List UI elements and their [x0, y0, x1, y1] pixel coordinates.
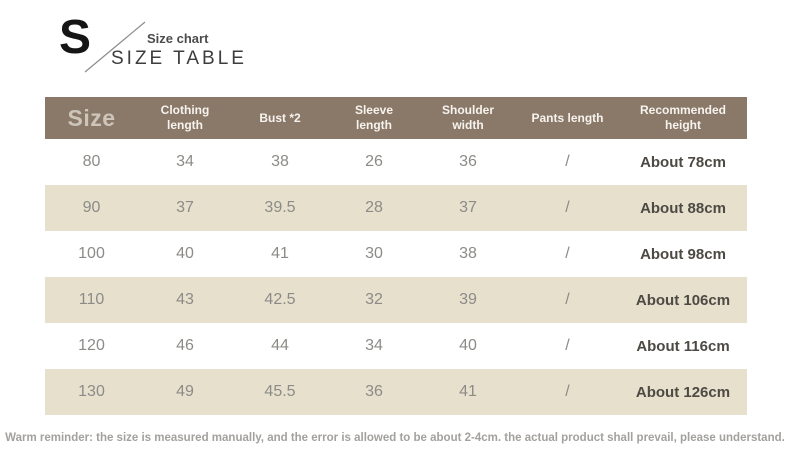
table-cell-sleeve-length: 28: [365, 199, 383, 216]
brand-letter: S: [59, 11, 92, 64]
table-cell-bust: 38: [271, 153, 289, 170]
table-cell-sleeve-length: 30: [365, 245, 383, 262]
column-header-pants-length: Pants length: [531, 110, 604, 125]
table-cell-recommended-height: About 126cm: [635, 383, 731, 401]
table-cell-recommended-height: About 98cm: [640, 245, 726, 263]
column-header-sleeve-length: Sleeve length: [354, 103, 394, 132]
slash-divider-icon: [84, 21, 146, 73]
column-header-recommended-height: Recommended height: [639, 103, 727, 132]
table-row: 130 49 45.5 36 41 / About 126cm: [45, 369, 747, 415]
table-row: 100 40 41 30 38 / About 98cm: [45, 231, 747, 277]
table-cell-size: 80: [82, 153, 101, 170]
table-cell-pants-length: /: [565, 153, 570, 170]
table-cell-shoulder-width: 39: [459, 291, 477, 308]
table-cell-recommended-height: About 88cm: [640, 199, 726, 217]
table-cell-bust: 41: [271, 245, 289, 262]
table-cell-sleeve-length: 36: [365, 383, 383, 400]
table-cell-bust: 45.5: [264, 383, 296, 400]
table-cell-size: 130: [78, 383, 105, 400]
table-cell-clothing-length: 49: [176, 383, 194, 400]
table-cell-shoulder-width: 36: [459, 153, 477, 170]
size-chart-subtitle: Size chart: [147, 31, 209, 46]
table-row: 80 34 38 26 36 / About 78cm: [45, 139, 747, 185]
table-cell-clothing-length: 43: [176, 291, 194, 308]
table-cell-shoulder-width: 40: [459, 337, 477, 354]
table-cell-recommended-height: About 116cm: [636, 337, 730, 355]
table-header-row: Size Clothing length Bust *2 Sleeve leng…: [45, 97, 747, 139]
table-row: 90 37 39.5 28 37 / About 88cm: [45, 185, 747, 231]
table-cell-sleeve-length: 32: [365, 291, 383, 308]
table-cell-bust: 44: [271, 337, 289, 354]
table-cell-bust: 42.5: [264, 291, 296, 308]
column-header-size: Size: [67, 104, 116, 131]
column-header-shoulder-width: Shoulder width: [441, 103, 494, 132]
table-cell-pants-length: /: [565, 291, 570, 308]
warm-reminder-note: Warm reminder: the size is measured manu…: [5, 432, 785, 444]
table-cell-clothing-length: 37: [176, 199, 194, 216]
size-table: Size Clothing length Bust *2 Sleeve leng…: [45, 97, 747, 415]
table-cell-shoulder-width: 38: [459, 245, 477, 262]
table-cell-pants-length: /: [565, 245, 570, 262]
table-cell-shoulder-width: 41: [459, 383, 477, 400]
table-cell-size: 100: [78, 245, 105, 262]
table-cell-size: 120: [78, 337, 105, 354]
table-cell-size: 90: [82, 199, 101, 216]
table-row: 120 46 44 34 40 / About 116cm: [45, 323, 747, 369]
table-cell-sleeve-length: 26: [365, 153, 383, 170]
table-cell-size: 110: [78, 291, 105, 308]
column-header-bust: Bust *2: [259, 110, 301, 125]
column-header-clothing-length: Clothing length: [160, 103, 210, 132]
table-cell-clothing-length: 40: [176, 245, 194, 262]
table-cell-bust: 39.5: [264, 199, 296, 216]
table-cell-shoulder-width: 37: [459, 199, 477, 216]
table-cell-pants-length: /: [565, 337, 570, 354]
table-cell-recommended-height: About 78cm: [640, 153, 726, 171]
table-row: 110 43 42.5 32 39 / About 106cm: [45, 277, 747, 323]
table-cell-sleeve-length: 34: [365, 337, 383, 354]
logo-block: S Size chart SIZE TABLE: [0, 0, 790, 97]
table-cell-clothing-length: 34: [176, 153, 194, 170]
table-cell-recommended-height: About 106cm: [635, 291, 731, 309]
size-table-title: SIZE TABLE: [111, 48, 247, 69]
table-body: 80 34 38 26 36 / About 78cm 90 37 39.5 2…: [45, 139, 747, 415]
table-cell-clothing-length: 46: [176, 337, 194, 354]
table-cell-pants-length: /: [565, 383, 570, 400]
table-cell-pants-length: /: [565, 199, 570, 216]
